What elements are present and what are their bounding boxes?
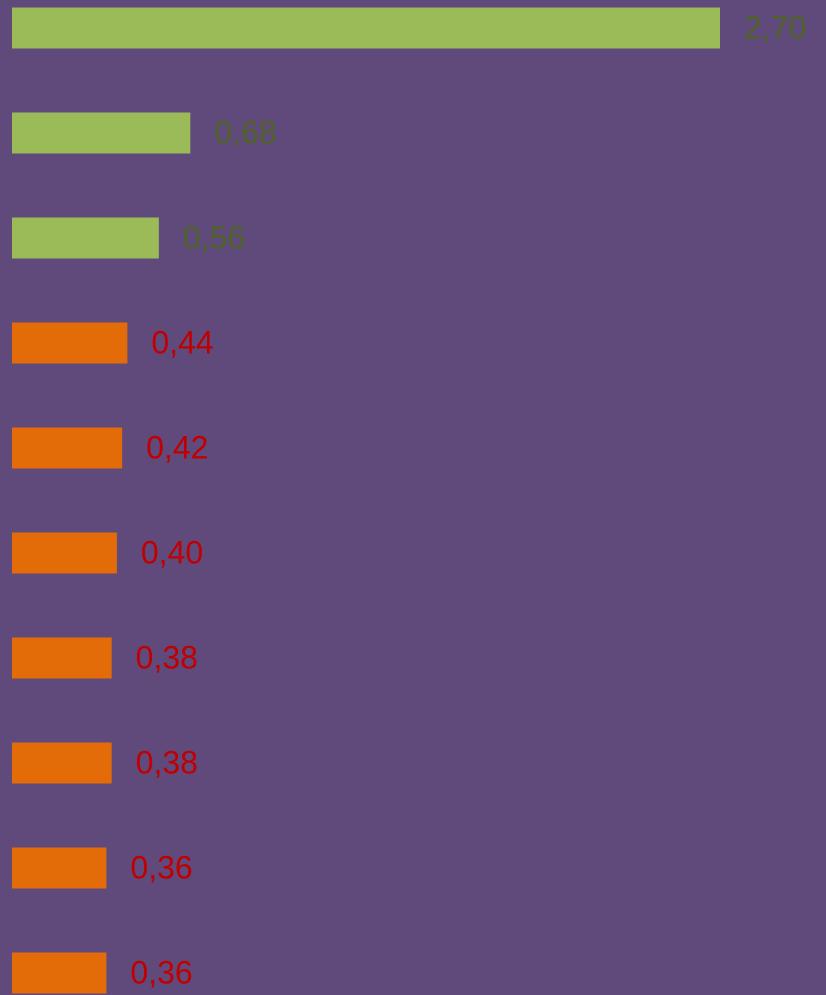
value-label: 0,38 <box>136 639 198 675</box>
bar <box>12 847 107 889</box>
value-label: 0,56 <box>183 219 245 255</box>
bar <box>12 7 720 49</box>
value-label: 2,70 <box>744 9 806 45</box>
value-label: 0,36 <box>130 954 192 990</box>
value-label: 0,42 <box>146 429 208 465</box>
value-label: 0,38 <box>136 744 198 780</box>
bar <box>12 637 112 679</box>
bar <box>12 742 112 784</box>
bar <box>12 217 159 259</box>
bar <box>12 112 191 154</box>
bar <box>12 952 107 994</box>
value-label: 0,68 <box>214 114 276 150</box>
value-label: 0,40 <box>141 534 203 570</box>
value-label: 0,44 <box>151 324 213 360</box>
bar <box>12 427 123 469</box>
bar <box>12 532 117 574</box>
value-label: 0,36 <box>130 849 192 885</box>
bar <box>12 322 128 364</box>
